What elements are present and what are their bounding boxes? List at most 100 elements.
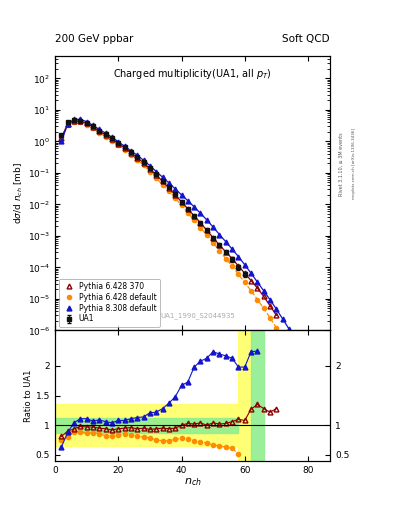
Pythia 6.428 370 (116, 140, 121, 146)
Pythia 8.308 default (318, 386, 323, 392)
Pythia 6.428 370 (185, 206, 190, 212)
Pythia 6.428 370 (72, 118, 76, 124)
Pythia 6.428 default (261, 305, 266, 311)
Pythia 6.428 default (312, 404, 317, 411)
Pythia 6.428 370 (91, 124, 95, 130)
Pythia 8.308 default (173, 186, 178, 192)
Pythia 8.308 default (185, 198, 190, 204)
Pythia 6.428 370 (261, 293, 266, 300)
Pythia 8.308 default (59, 138, 64, 144)
Pythia 8.308 default (299, 348, 304, 354)
Pythia 6.428 default (242, 280, 247, 286)
Text: 200 GeV ppbar: 200 GeV ppbar (55, 33, 133, 44)
Pythia 8.308 default (255, 279, 260, 285)
Pythia 6.428 default (173, 195, 178, 201)
Pythia 6.428 370 (147, 166, 152, 173)
Pythia 6.428 default (318, 423, 323, 430)
Pythia 6.428 default (65, 122, 70, 129)
Pythia 8.308 default (293, 337, 298, 343)
Pythia 6.428 default (78, 119, 83, 125)
Pythia 6.428 370 (255, 285, 260, 291)
Pythia 6.428 default (135, 157, 140, 163)
Pythia 8.308 default (242, 262, 247, 268)
Pythia 8.308 default (72, 116, 76, 122)
Text: UA1_1990_S2044935: UA1_1990_S2044935 (161, 313, 235, 319)
Text: Charged multiplicity(UA1, all $p_T$): Charged multiplicity(UA1, all $p_T$) (113, 67, 272, 81)
Pythia 8.308 default (249, 270, 253, 276)
Pythia 8.308 default (129, 148, 133, 154)
Pythia 6.428 370 (122, 145, 127, 151)
Pythia 8.308 default (91, 122, 95, 129)
Pythia 8.308 default (198, 210, 203, 217)
Pythia 6.428 default (223, 255, 228, 262)
Pythia 6.428 370 (78, 118, 83, 124)
Pythia 6.428 370 (268, 303, 272, 309)
Pythia 6.428 default (286, 347, 291, 353)
Pythia 8.308 default (141, 157, 146, 163)
Pythia 6.428 default (110, 138, 114, 144)
Pythia 6.428 370 (110, 136, 114, 142)
Pythia 6.428 370 (135, 155, 140, 161)
Pythia 6.428 default (299, 373, 304, 379)
Pythia 6.428 default (179, 202, 184, 208)
Pythia 8.308 default (286, 326, 291, 332)
X-axis label: $n_{ch}$: $n_{ch}$ (184, 476, 202, 488)
Pythia 6.428 370 (173, 192, 178, 198)
Pythia 6.428 default (192, 217, 196, 223)
Pythia 6.428 default (198, 225, 203, 231)
Pythia 6.428 default (255, 296, 260, 303)
Pythia 8.308 default (217, 231, 222, 238)
Pythia 8.308 default (179, 192, 184, 198)
Pythia 6.428 370 (179, 199, 184, 205)
Pythia 8.308 default (204, 217, 209, 223)
Pythia 8.308 default (192, 204, 196, 210)
Pythia 6.428 default (217, 247, 222, 253)
Pythia 6.428 370 (223, 249, 228, 255)
Pythia 6.428 370 (192, 213, 196, 219)
Pythia 6.428 default (306, 388, 310, 394)
Pythia 6.428 default (160, 182, 165, 188)
Pythia 6.428 default (116, 142, 121, 148)
Pythia 6.428 default (97, 130, 102, 136)
Pythia 6.428 370 (59, 135, 64, 141)
Pythia 8.308 default (154, 168, 158, 175)
Pythia 8.308 default (84, 119, 89, 125)
Bar (239, 330, 251, 461)
Pythia 6.428 default (59, 136, 64, 142)
Pythia 6.428 default (167, 188, 171, 195)
Pythia 6.428 default (230, 263, 235, 269)
Pythia 6.428 370 (230, 255, 235, 262)
Pythia 6.428 370 (249, 278, 253, 284)
Pythia 6.428 default (211, 240, 215, 246)
Pythia 6.428 default (84, 122, 89, 128)
Pythia 6.428 370 (198, 220, 203, 226)
Pythia 6.428 370 (103, 132, 108, 138)
Pythia 6.428 default (154, 175, 158, 181)
Pythia 6.428 default (103, 134, 108, 140)
Pythia 6.428 default (141, 162, 146, 168)
Pythia 8.308 default (280, 316, 285, 322)
Pythia 6.428 370 (84, 120, 89, 126)
Line: Pythia 6.428 370: Pythia 6.428 370 (59, 118, 279, 318)
Pythia 6.428 370 (236, 263, 241, 269)
Y-axis label: d$\sigma$/d $n_{ch}$ [mb]: d$\sigma$/d $n_{ch}$ [mb] (12, 162, 25, 224)
Pythia 8.308 default (325, 401, 329, 408)
Pythia 8.308 default (274, 306, 279, 312)
Pythia 6.428 370 (211, 234, 215, 241)
Pythia 6.428 370 (154, 172, 158, 178)
Pythia 6.428 default (91, 125, 95, 132)
Pythia 6.428 default (129, 152, 133, 158)
Pythia 6.428 default (268, 315, 272, 321)
Pythia 6.428 default (204, 232, 209, 238)
Pythia 8.308 default (312, 372, 317, 378)
Pythia 8.308 default (223, 239, 228, 245)
Pythia 6.428 default (249, 288, 253, 294)
Pythia 8.308 default (78, 116, 83, 122)
Text: Soft QCD: Soft QCD (283, 33, 330, 44)
Pythia 8.308 default (135, 152, 140, 158)
Pythia 8.308 default (268, 297, 272, 303)
Pythia 6.428 370 (274, 312, 279, 318)
Pythia 8.308 default (122, 143, 127, 150)
Pythia 6.428 default (325, 444, 329, 450)
Text: mcplots.cern.ch [arXiv:1306.3436]: mcplots.cern.ch [arXiv:1306.3436] (352, 129, 356, 199)
